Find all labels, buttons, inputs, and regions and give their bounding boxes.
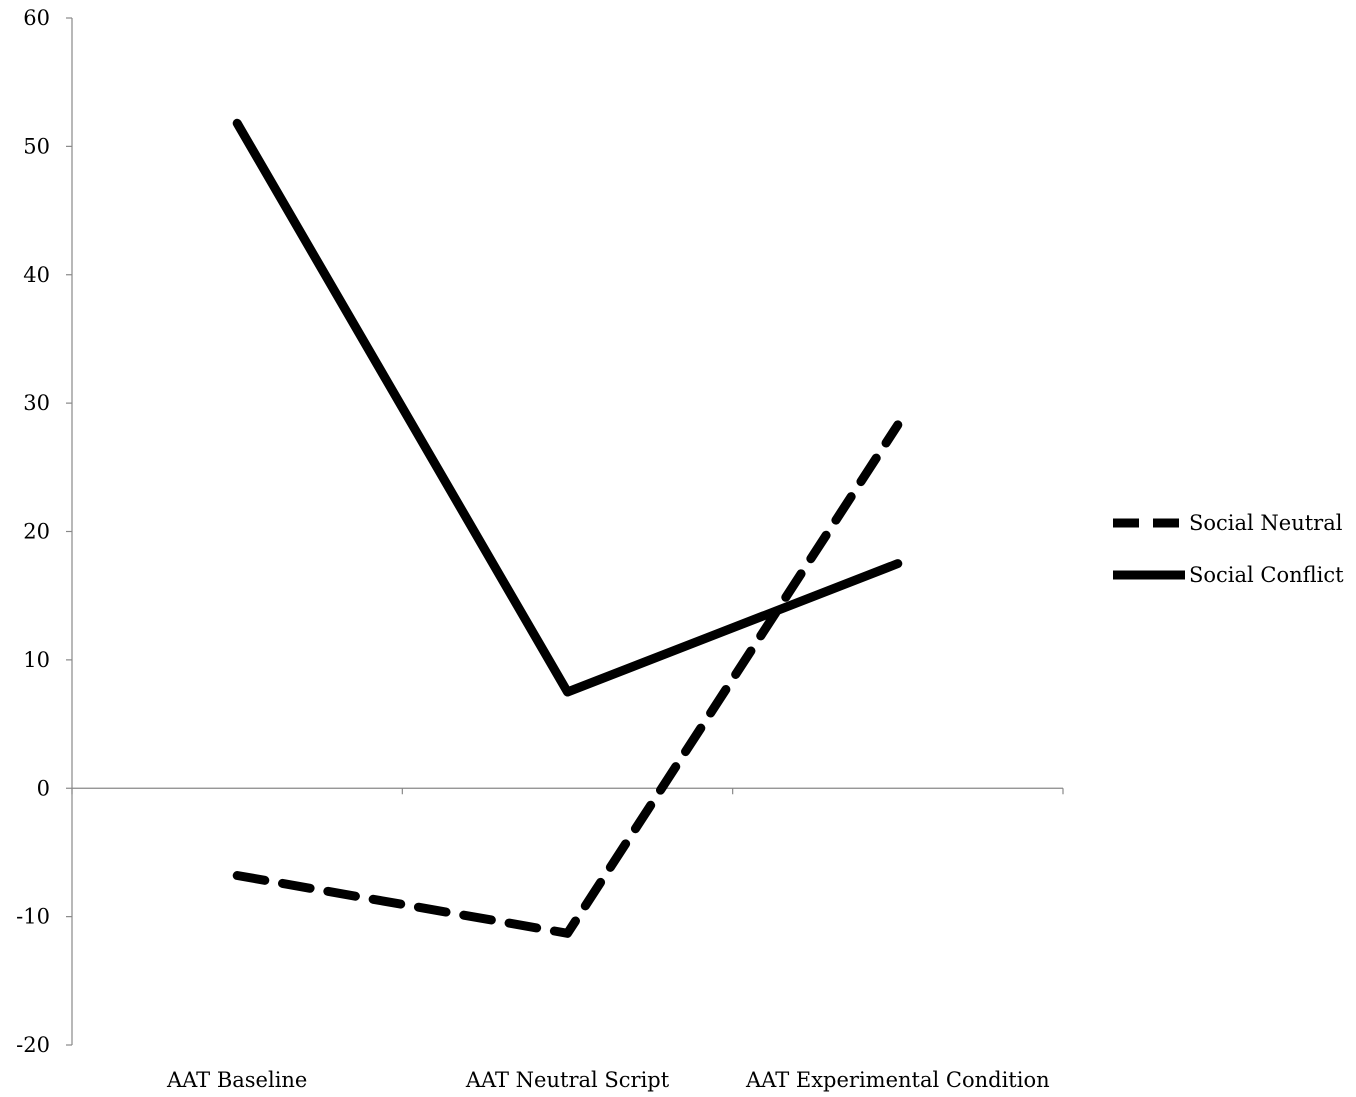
y-tick-label: 10 <box>23 648 50 672</box>
y-tick-label: 40 <box>23 263 50 287</box>
legend: Social Neutral Social Conflict <box>1113 511 1344 587</box>
series-line-social-conflict <box>232 118 903 697</box>
axes <box>71 18 1063 1045</box>
y-axis-ticks: -20 -10 0 10 20 30 40 50 60 <box>16 6 72 1057</box>
series-line-social-neutral <box>232 420 903 938</box>
y-tick-label: 20 <box>23 520 50 544</box>
y-tick-label: 60 <box>23 6 50 30</box>
x-tick-label: AAT Baseline <box>166 1068 307 1092</box>
y-tick-label: 30 <box>23 391 50 415</box>
legend-label: Social Conflict <box>1189 563 1344 587</box>
x-axis-ticks: AAT Baseline AAT Neutral Script AAT Experi… <box>71 788 1064 1092</box>
x-tick-label: AAT Neutral Script <box>465 1068 670 1092</box>
y-tick-label: -10 <box>16 905 50 929</box>
y-tick-label: 50 <box>23 134 50 158</box>
series-layer <box>232 118 903 938</box>
legend-label: Social Neutral <box>1189 511 1343 535</box>
y-tick-label: -20 <box>16 1033 50 1057</box>
y-tick-label: 0 <box>37 776 50 800</box>
x-tick-label: AAT Experimental Condition <box>745 1068 1050 1092</box>
